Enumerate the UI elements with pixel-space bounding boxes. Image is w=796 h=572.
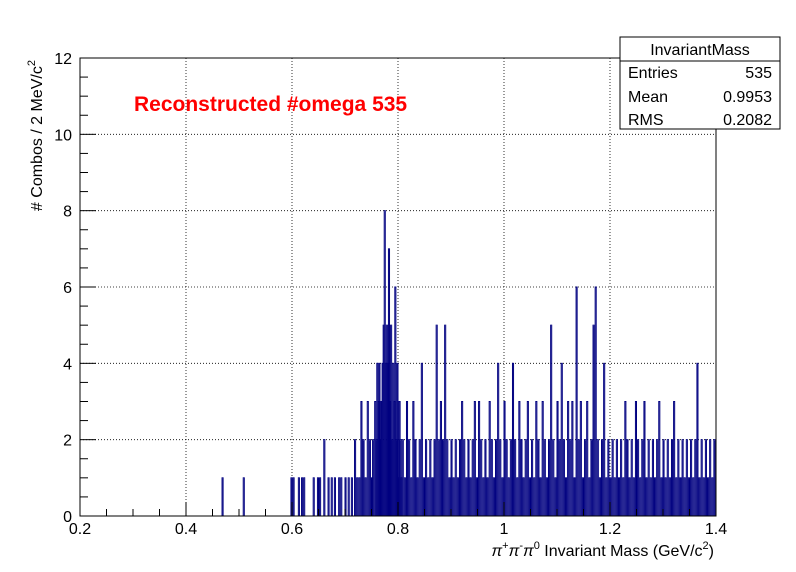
stats-value-rms: 0.2082 (723, 112, 772, 129)
y-tick-label: 0 (63, 509, 72, 526)
stats-label-entries: Entries (628, 65, 678, 82)
stats-box-title: InvariantMass (650, 42, 750, 59)
x-tick-label: 1.4 (705, 521, 727, 538)
y-tick-label: 10 (54, 127, 72, 144)
y-tick-label: 8 (63, 204, 72, 221)
x-tick-label: 0.6 (281, 521, 303, 538)
x-tick-label: 0.8 (387, 521, 409, 538)
stats-label-mean: Mean (628, 89, 668, 106)
x-axis-title: π+π-π0 Invariant Mass (GeV/c2) (491, 540, 714, 560)
y-tick-label: 12 (54, 51, 72, 68)
y-tick-label: 2 (63, 433, 72, 450)
x-tick-label: 0.4 (175, 521, 197, 538)
y-tick-labels: 0 2 4 6 8 10 12 (54, 51, 72, 526)
stats-label-rms: RMS (628, 112, 664, 129)
y-axis-title: # Combos / 2 MeV/c2 (26, 60, 46, 211)
stats-value-mean: 0.9953 (723, 89, 772, 106)
stats-box-frame (619, 36, 781, 130)
axis-ticks (79, 57, 717, 517)
x-tick-label: 1.2 (599, 521, 621, 538)
stats-box: InvariantMass Entries 535 Mean 0.9953 RM… (619, 36, 781, 130)
y-tick-label: 4 (63, 356, 72, 373)
chart-annotation: Reconstructed #omega 535 (134, 93, 407, 116)
y-tick-label: 6 (63, 280, 72, 297)
x-tick-labels: 0.2 0.4 0.6 0.8 1 1.2 1.4 (69, 521, 727, 538)
x-tick-label: 1 (500, 521, 509, 538)
x-tick-label: 0.2 (69, 521, 91, 538)
stats-value-entries: 535 (745, 65, 772, 82)
